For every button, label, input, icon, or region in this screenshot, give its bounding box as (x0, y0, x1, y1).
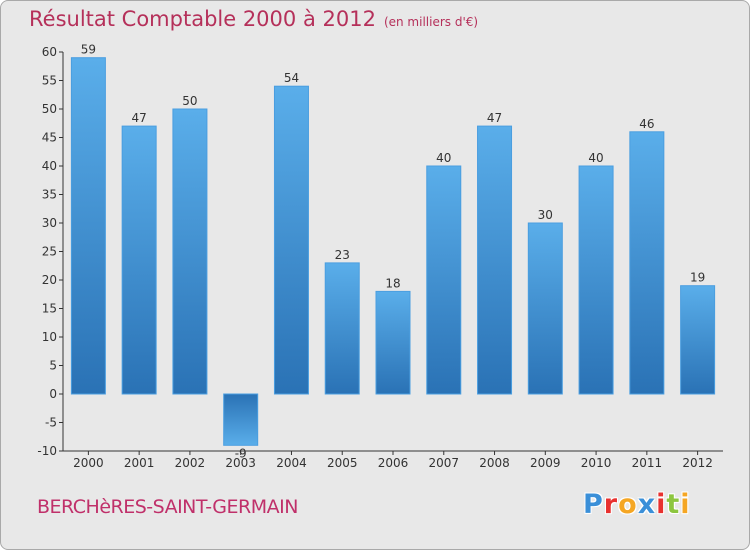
logo-letter: r (603, 489, 619, 520)
y-tick-label: -10 (37, 444, 57, 458)
x-tick-label-2010: 2010 (581, 456, 612, 470)
bar-2001 (121, 125, 157, 395)
data-label-2003: -9 (235, 446, 247, 460)
data-label-2004: 54 (284, 71, 299, 85)
x-tick-label-2004: 2004 (276, 456, 307, 470)
y-tick-label: 10 (42, 330, 57, 344)
bar-2011 (629, 131, 665, 395)
chart-title-text: Résultat Comptable 2000 à 2012 (29, 7, 376, 31)
bar-2005 (324, 262, 360, 395)
y-tick-label: 40 (42, 159, 57, 173)
y-tick-label: 30 (42, 216, 57, 230)
y-tick-label: 50 (42, 102, 57, 116)
y-tick-label: 35 (42, 188, 57, 202)
chart-subtitle: (en milliers d'€) (383, 15, 479, 29)
data-label-2002: 50 (182, 94, 197, 108)
x-tick-label-2008: 2008 (479, 456, 510, 470)
data-label-2009: 30 (538, 208, 553, 222)
logo-letter: i (656, 489, 667, 520)
x-tick-label-2007: 2007 (428, 456, 459, 470)
data-label-2011: 46 (639, 117, 654, 131)
bar-2002 (172, 108, 208, 395)
bars: 59 47 50 -9 54 23 18 40 47 30 40 46 19 (70, 43, 716, 460)
data-label-2006: 18 (385, 276, 400, 290)
bar-2012 (680, 285, 716, 395)
x-tick-label-2006: 2006 (378, 456, 409, 470)
y-tick-label: 20 (42, 273, 57, 287)
y-tick-label: 0 (49, 387, 57, 401)
y-tick-label: 15 (42, 302, 57, 316)
x-tick-label-2002: 2002 (175, 456, 206, 470)
data-label-2010: 40 (588, 151, 603, 165)
logo-letter: t (666, 489, 681, 520)
bar-2003 (223, 393, 259, 446)
data-label-2001: 47 (132, 111, 147, 125)
proxiti-logo[interactable]: Proxiti (583, 489, 691, 520)
logo-letter: o (618, 489, 638, 520)
data-label-2007: 40 (436, 151, 451, 165)
bar-2000 (70, 57, 106, 395)
bar-2009 (527, 222, 563, 395)
y-tick-label: 60 (42, 45, 57, 59)
bar-2008 (477, 125, 513, 395)
data-label-2008: 47 (487, 111, 502, 125)
logo-letter: x (637, 489, 657, 520)
x-tick-label-2003: 2003 (225, 456, 256, 470)
y-tick-label: 45 (42, 131, 57, 145)
bar-2010 (578, 165, 614, 395)
x-tick-label-2009: 2009 (530, 456, 561, 470)
y-tick-label: -5 (45, 416, 57, 430)
y-tick-label: 55 (42, 74, 57, 88)
bar-2004 (273, 85, 309, 395)
bar-2006 (375, 290, 411, 395)
town-name: BERCHèRES-SAINT-GERMAIN (37, 496, 298, 518)
y-tick-label: 5 (49, 359, 57, 373)
data-label-2000: 59 (81, 43, 96, 57)
axes: -10 -5 0 5 10 15 20 25 30 35 40 45 50 55 60 2000 2001 200… (37, 45, 723, 470)
x-tick-label-2001: 2001 (124, 456, 155, 470)
bar-2007 (426, 165, 462, 395)
y-tick-label: 25 (42, 245, 57, 259)
logo-letter: i (680, 489, 691, 520)
x-tick-label-2000: 2000 (73, 456, 104, 470)
data-label-2005: 23 (335, 248, 350, 262)
data-label-2012: 19 (690, 271, 705, 285)
logo-letter: P (583, 489, 604, 520)
x-tick-label-2012: 2012 (682, 456, 713, 470)
chart-title: Résultat Comptable 2000 à 2012 (en millie… (29, 7, 478, 31)
x-tick-label-2005: 2005 (327, 456, 358, 470)
x-tick-label-2011: 2011 (632, 456, 663, 470)
